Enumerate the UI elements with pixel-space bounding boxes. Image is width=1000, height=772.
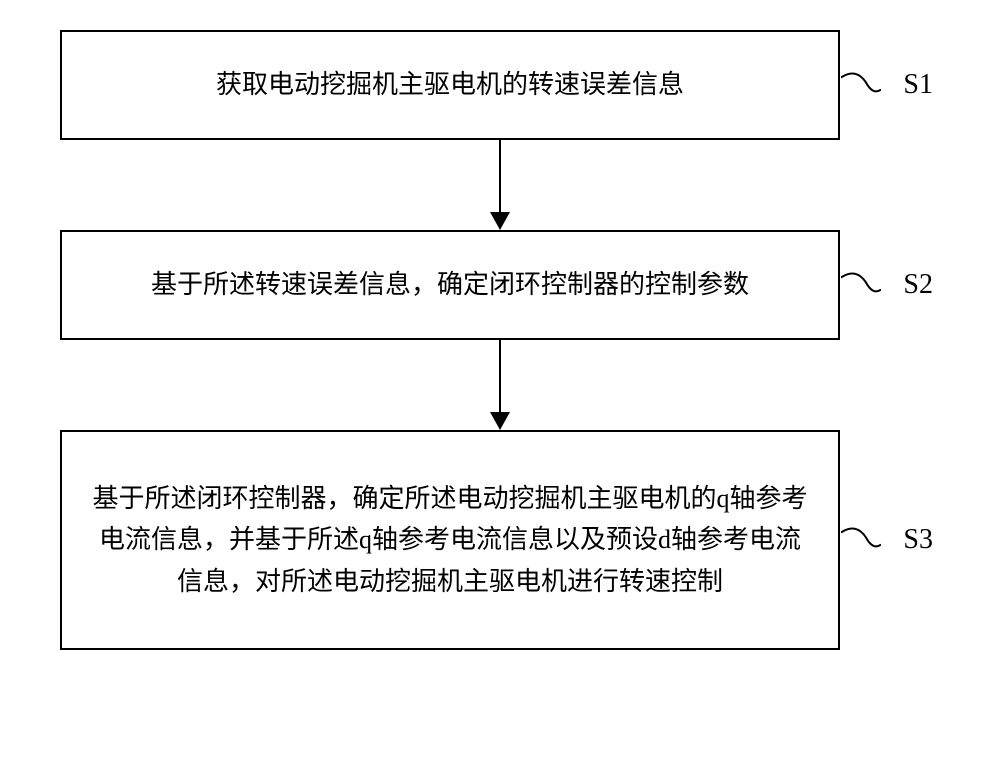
arrow-s1-s2	[60, 140, 940, 230]
arrow-line	[499, 340, 501, 415]
node-label-s2: S2	[903, 269, 933, 301]
arrow-head-icon	[490, 212, 510, 230]
node-label-s3: S3	[903, 524, 933, 556]
node-label-s1: S1	[903, 69, 933, 101]
flowchart-node-s2: 基于所述转速误差信息，确定闭环控制器的控制参数 S2	[60, 230, 840, 340]
flowchart-container: 获取电动挖掘机主驱电机的转速误差信息 S1 基于所述转速误差信息，确定闭环控制器…	[60, 30, 940, 650]
curve-icon	[841, 268, 881, 298]
curve-icon	[841, 68, 881, 98]
connector-s3	[841, 523, 881, 558]
arrow-line	[499, 140, 501, 215]
connector-s1	[841, 68, 881, 103]
node-text-s2: 基于所述转速误差信息，确定闭环控制器的控制参数	[151, 264, 749, 306]
node-text-s1: 获取电动挖掘机主驱电机的转速误差信息	[216, 64, 684, 106]
flowchart-node-s1: 获取电动挖掘机主驱电机的转速误差信息 S1	[60, 30, 840, 140]
arrow-head-icon	[490, 412, 510, 430]
curve-icon	[841, 523, 881, 553]
arrow-s2-s3	[60, 340, 940, 430]
flowchart-node-s3: 基于所述闭环控制器，确定所述电动挖掘机主驱电机的q轴参考电流信息，并基于所述q轴…	[60, 430, 840, 650]
connector-s2	[841, 268, 881, 303]
node-text-s3: 基于所述闭环控制器，确定所述电动挖掘机主驱电机的q轴参考电流信息，并基于所述q轴…	[92, 478, 808, 603]
